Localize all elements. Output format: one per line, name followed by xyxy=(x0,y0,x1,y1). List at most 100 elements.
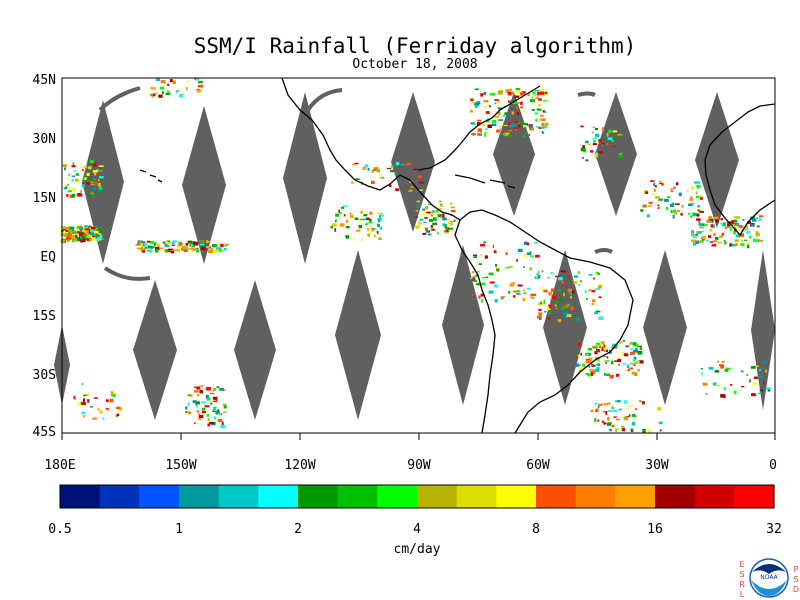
rain-patch xyxy=(537,92,540,96)
rain-patch xyxy=(549,298,552,300)
rain-patch xyxy=(493,250,497,254)
rain-patch xyxy=(693,243,697,246)
rain-patch xyxy=(692,241,695,244)
rain-patch xyxy=(505,89,510,93)
rain-patch xyxy=(488,105,492,108)
rain-patch xyxy=(196,386,201,390)
rain-patch xyxy=(596,273,601,275)
rain-patch xyxy=(563,292,565,297)
rain-patch xyxy=(637,345,642,348)
rain-patch xyxy=(193,422,196,425)
rain-patch xyxy=(580,352,582,356)
rain-patch xyxy=(603,355,606,358)
rain-patch xyxy=(504,112,508,115)
rain-patch xyxy=(213,387,217,391)
rain-patch xyxy=(355,178,360,180)
rain-patch xyxy=(99,176,104,179)
rain-patch xyxy=(93,226,98,231)
rain-patch xyxy=(202,407,206,411)
rain-patch xyxy=(723,240,726,242)
rain-patch xyxy=(595,345,598,349)
rain-patch xyxy=(563,304,569,307)
rain-patch xyxy=(520,106,524,109)
rain-patch xyxy=(335,219,337,223)
rain-patch xyxy=(515,88,521,90)
rain-patch xyxy=(69,237,71,240)
rain-patch xyxy=(97,236,103,239)
rain-patch xyxy=(702,382,708,386)
rain-patch xyxy=(735,234,740,238)
rain-patch xyxy=(537,270,540,275)
rain-patch xyxy=(689,197,694,202)
rain-patch xyxy=(514,118,517,120)
rain-patch xyxy=(758,240,762,243)
rain-patch xyxy=(136,247,142,250)
rain-patch xyxy=(759,389,764,392)
rain-patch xyxy=(593,369,597,372)
rain-patch xyxy=(197,394,200,397)
rain-patch xyxy=(523,266,525,268)
rain-patch xyxy=(77,193,82,197)
rain-patch xyxy=(543,124,548,128)
rain-patch xyxy=(97,170,103,172)
rain-patch xyxy=(724,368,729,372)
rain-patch xyxy=(633,364,636,366)
rain-patch xyxy=(635,347,638,351)
rain-patch xyxy=(577,354,581,357)
rain-patch xyxy=(163,248,166,252)
rain-patch xyxy=(753,365,759,367)
rain-patch xyxy=(607,422,612,426)
rain-patch xyxy=(618,154,623,158)
rain-patch xyxy=(589,368,594,373)
colorbar-cell xyxy=(734,485,775,508)
noaa-emblem-text: NOAA xyxy=(760,574,778,581)
rain-patch xyxy=(197,417,202,421)
noaa-wave-icon xyxy=(751,580,787,596)
rain-patch xyxy=(591,365,596,367)
rain-patch xyxy=(419,218,424,221)
rain-patch xyxy=(82,231,86,235)
rain-patch xyxy=(752,382,757,385)
rain-patch xyxy=(717,241,722,244)
rain-patch xyxy=(563,312,569,316)
rain-patch xyxy=(733,219,738,223)
rain-patch xyxy=(81,383,84,385)
rain-patch xyxy=(642,429,646,433)
colorbar-cell xyxy=(60,485,101,508)
rain-patch xyxy=(147,245,152,249)
rain-patch xyxy=(723,387,726,390)
rain-patch xyxy=(608,410,612,412)
rain-patch xyxy=(91,181,95,183)
rain-patch xyxy=(699,240,704,243)
rain-patch xyxy=(116,413,120,417)
rain-patch xyxy=(626,407,629,409)
rain-patch xyxy=(750,366,756,369)
rain-patch xyxy=(567,288,572,292)
rain-patch xyxy=(203,247,207,251)
rain-patch xyxy=(68,173,71,176)
rain-patch xyxy=(720,222,723,225)
rain-patch xyxy=(86,181,90,185)
rain-patch xyxy=(611,424,615,427)
rain-patch xyxy=(698,220,701,223)
rain-patch xyxy=(534,94,538,97)
rain-patch xyxy=(622,340,626,342)
rain-patch xyxy=(471,294,474,296)
rain-patch xyxy=(445,229,449,233)
rain-patch xyxy=(695,240,699,244)
rain-patch xyxy=(558,277,563,281)
rain-patch xyxy=(156,243,161,247)
rain-patch xyxy=(749,235,752,239)
rain-patch xyxy=(537,274,541,278)
rain-patch xyxy=(701,371,703,376)
rain-patch xyxy=(539,316,542,320)
rain-patch xyxy=(368,222,373,224)
rain-patch xyxy=(80,237,85,240)
rain-patch xyxy=(570,306,574,310)
rain-patch xyxy=(629,342,633,345)
rain-patch xyxy=(591,303,594,306)
rain-patch xyxy=(363,214,368,217)
rain-patch xyxy=(171,242,175,245)
rain-patch xyxy=(633,344,639,347)
rain-patch xyxy=(450,209,456,213)
